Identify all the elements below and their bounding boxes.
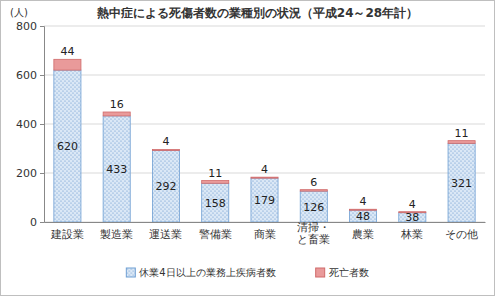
y-tick-mark (40, 124, 44, 125)
legend: 休業4日以上の業務上疾病者数 死亡者数 (126, 267, 368, 278)
x-tick: 清掃・と畜業 (297, 221, 330, 246)
legend-item: 死亡者数 (316, 267, 369, 278)
legend-label: 休業4日以上の業務上疾病者数 (139, 267, 275, 278)
bar (54, 70, 81, 222)
x-tick-label: 農業 (352, 228, 374, 241)
x-tick: 林業 (400, 228, 423, 241)
data-label: 4 (409, 198, 416, 211)
bar (103, 112, 130, 116)
x-tick: その他 (445, 228, 478, 241)
y-axis-label: (人) (10, 7, 28, 18)
data-label: 433 (106, 163, 127, 176)
bar (202, 181, 229, 184)
y-tick-mark (40, 75, 44, 76)
data-label: 4 (360, 195, 367, 208)
x-tick-label: 林業 (400, 228, 423, 241)
y-tick: 600 (16, 69, 44, 82)
x-tick: 商業 (254, 228, 276, 241)
x-tick-label: 運送業 (149, 228, 182, 241)
chart: 熱中症による死傷者数の業種別の状況（平成24～28年計）(人)020040060… (0, 0, 495, 296)
bar (448, 143, 475, 222)
data-label: 16 (110, 98, 124, 111)
bar (448, 141, 475, 144)
frame (1, 1, 495, 296)
legend-label: 死亡者数 (329, 267, 369, 278)
legend-swatch (126, 268, 135, 277)
x-axis: 建設業 製造業 運送業 警備業 商業 清掃・と畜業 農業 林業 その他 (45, 221, 486, 246)
grid-line (44, 75, 485, 76)
data-label: 179 (254, 194, 275, 207)
bar (202, 183, 229, 222)
y-tick: 0 (30, 216, 44, 229)
legend-item: 休業4日以上の業務上疾病者数 (126, 267, 275, 278)
data-label: 48 (356, 210, 370, 223)
grid-line (44, 26, 485, 27)
y-tick-label: 800 (16, 20, 37, 33)
data-label: 4 (162, 135, 169, 148)
y-tick-label: 400 (16, 118, 37, 131)
bar (54, 59, 81, 70)
y-tick: 200 (16, 167, 44, 180)
data-label: 126 (303, 201, 324, 214)
data-label: 11 (208, 167, 222, 180)
data-label: 4 (261, 163, 268, 176)
bar (152, 149, 179, 151)
y-tick-mark (40, 222, 44, 223)
y-tick-mark (40, 26, 44, 27)
x-tick-label: 建設業 (50, 228, 84, 241)
y-axis: 0 200 400 600 800 (16, 20, 45, 229)
data-label: 6 (310, 176, 317, 189)
x-tick-label: その他 (445, 228, 478, 241)
bar (300, 190, 327, 191)
x-tick-label: 清掃・と畜業 (297, 221, 330, 246)
x-tick: 建設業 (50, 228, 84, 241)
data-label: 321 (451, 177, 472, 190)
bars (54, 59, 475, 222)
y-axis-line (40, 27, 45, 223)
bar (300, 191, 327, 222)
x-tick: 警備業 (199, 228, 232, 241)
x-tick-label: 製造業 (100, 228, 133, 241)
x-tick: 製造業 (100, 228, 133, 241)
x-tick: 運送業 (149, 228, 182, 241)
bar (251, 178, 278, 222)
y-tick-label: 0 (30, 216, 37, 229)
data-label: 620 (57, 140, 78, 153)
y-tick-label: 200 (16, 167, 37, 180)
x-tick-label: 警備業 (199, 228, 232, 241)
y-tick-mark (40, 173, 44, 174)
data-label: 292 (155, 180, 176, 193)
data-label: 11 (455, 127, 469, 140)
bar (152, 150, 179, 222)
x-tick: 農業 (352, 228, 374, 241)
title: 熱中症による死傷者数の業種別の状況（平成24～28年計） (96, 6, 418, 20)
y-tick: 800 (16, 20, 44, 33)
data-labels: 62043329215817912648383214416411464411 (57, 45, 472, 224)
x-tick-label: 商業 (254, 228, 276, 241)
x-axis-line (45, 222, 486, 223)
data-label: 158 (205, 197, 226, 210)
data-label: 44 (60, 45, 74, 58)
bar (103, 116, 130, 222)
y-tick: 400 (16, 118, 44, 131)
grid (44, 26, 485, 222)
legend-swatch (316, 268, 325, 277)
y-tick-label: 600 (16, 69, 37, 82)
bar (251, 177, 278, 179)
